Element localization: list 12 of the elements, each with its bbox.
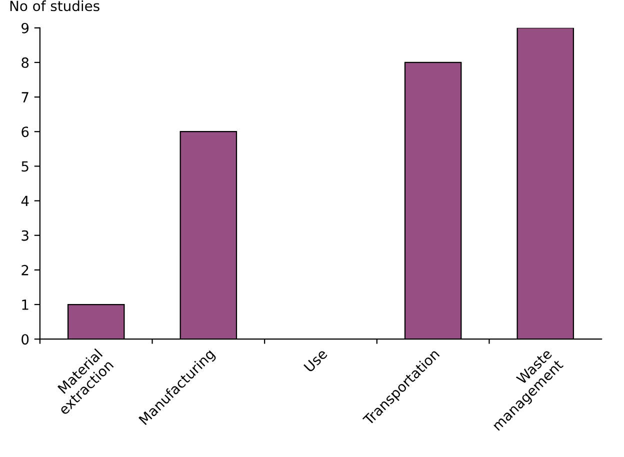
y-tick-label: 0 [22,334,29,345]
y-tick-label: 7 [22,92,28,102]
y-tick-label: 4 [21,196,29,206]
y-tick-label: 2 [22,264,28,276]
y-tick-label: 9 [22,22,29,34]
y-tick-label: 5 [22,161,28,172]
x-tick-label: Use [304,348,328,373]
y-axis-title: No of studies [10,0,100,12]
y-tick-label: 6 [22,126,29,138]
y-tick-label: 1 [22,300,28,310]
y-tick-label: 8 [22,57,29,68]
y-tick-label: 3 [22,230,28,241]
